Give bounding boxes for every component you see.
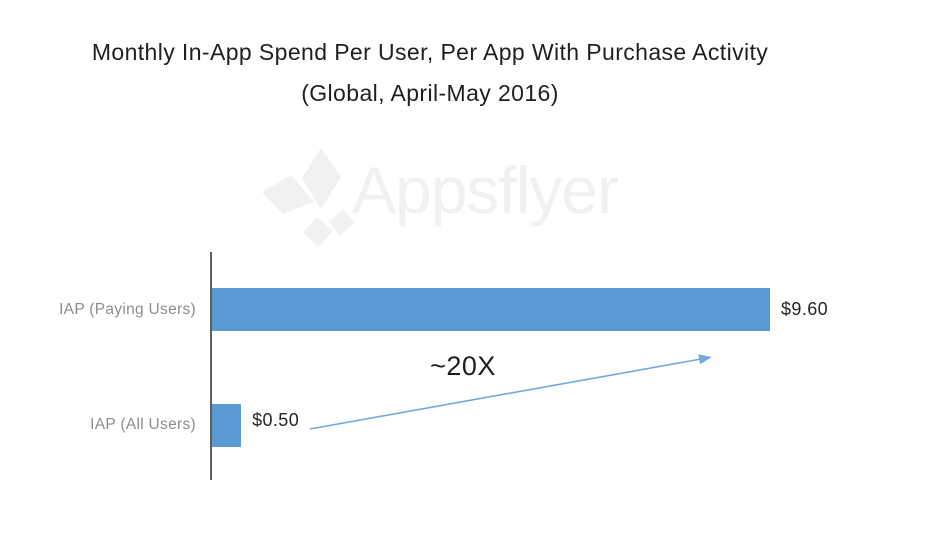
- watermark-text: Appsflyer: [352, 153, 619, 227]
- category-label-all-users: IAP (All Users): [90, 416, 196, 433]
- appsflyer-logo-icon: [262, 148, 355, 247]
- bar-iap-paying-users: [212, 288, 770, 331]
- value-label-paying-users: $9.60: [781, 299, 829, 319]
- watermark: Appsflyer: [255, 143, 619, 258]
- chart-title: Monthly In-App Spend Per User, Per App W…: [91, 39, 769, 65]
- value-label-all-users: $0.50: [252, 410, 300, 430]
- title-block: Monthly In-App Spend Per User, Per App W…: [0, 38, 860, 107]
- category-label-paying-users: IAP (Paying Users): [59, 301, 196, 318]
- chart-subtitle: (Global, April-May 2016): [301, 80, 559, 106]
- plot-area: [210, 252, 772, 480]
- multiplier-annotation: ~20X: [430, 351, 496, 381]
- bar-iap-all-users: [212, 404, 242, 447]
